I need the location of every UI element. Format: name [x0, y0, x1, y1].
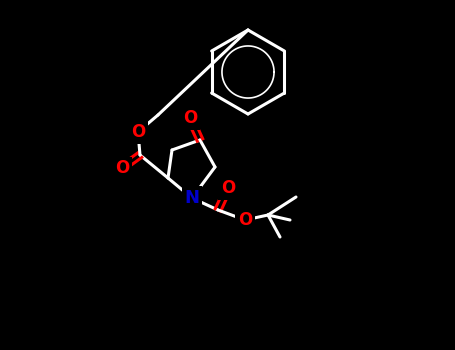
Text: O: O	[221, 179, 235, 197]
Text: N: N	[184, 189, 199, 207]
Text: O: O	[131, 123, 145, 141]
Text: O: O	[183, 109, 197, 127]
Text: O: O	[115, 159, 129, 177]
Text: O: O	[238, 211, 252, 229]
